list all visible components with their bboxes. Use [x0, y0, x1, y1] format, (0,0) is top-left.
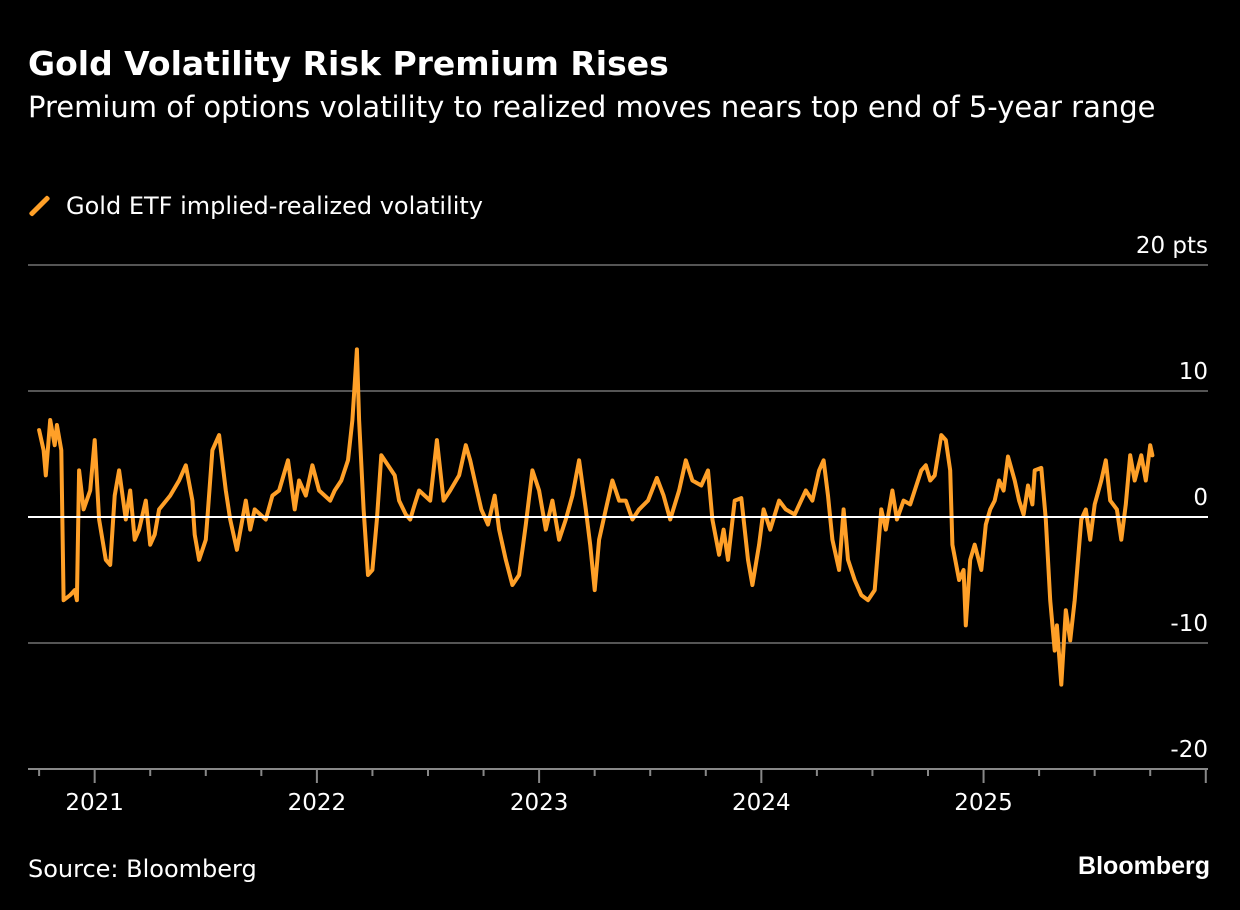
y-tick-label: 20 pts	[1136, 233, 1208, 259]
x-tick-label: 2021	[65, 790, 124, 816]
y-tick-label: 10	[1179, 359, 1208, 385]
y-tick-label: 0	[1193, 485, 1208, 511]
source-note: Source: Bloomberg	[28, 855, 257, 883]
x-tick-label: 2023	[510, 790, 569, 816]
chart-title: Gold Volatility Risk Premium Rises	[28, 44, 669, 83]
y-tick-label: -10	[1170, 611, 1208, 637]
x-tick-label: 2025	[954, 790, 1013, 816]
series-line	[37, 347, 1155, 687]
x-tick-label: 2022	[288, 790, 347, 816]
legend: Gold ETF implied-realized volatility	[28, 192, 483, 220]
legend-label: Gold ETF implied-realized volatility	[66, 192, 484, 220]
chart-subtitle: Premium of options volatility to realize…	[28, 90, 1156, 124]
y-tick-label: -20	[1170, 737, 1208, 763]
bloomberg-logo: Bloomberg	[1078, 852, 1210, 880]
x-tick-label: 2024	[732, 790, 791, 816]
